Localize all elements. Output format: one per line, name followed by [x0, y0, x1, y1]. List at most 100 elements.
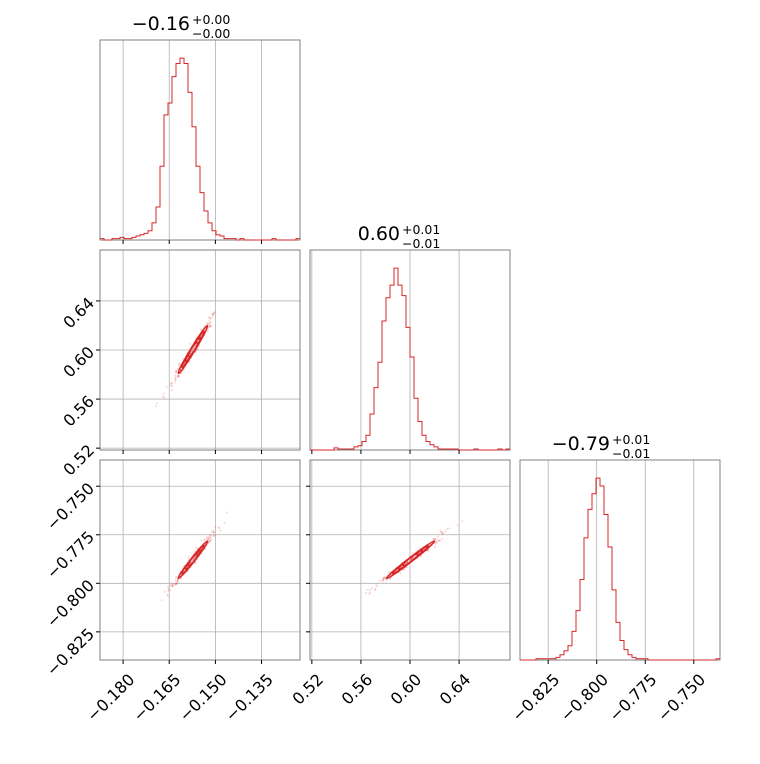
sample-point: [171, 584, 174, 587]
sample-point: [209, 325, 212, 328]
sample-point: [440, 530, 443, 533]
sample-point: [387, 571, 390, 574]
sample-point: [212, 531, 215, 534]
x-tick-label: −0.150: [175, 670, 230, 725]
sample-point: [194, 556, 197, 559]
sample-point: [427, 548, 430, 551]
sample-point: [208, 540, 211, 543]
sample-point: [374, 587, 377, 590]
sample-point: [419, 555, 422, 558]
sample-point: [165, 386, 168, 389]
sample-point: [189, 561, 192, 564]
sample-point: [175, 582, 178, 585]
sample-point: [406, 560, 409, 563]
sample-point: [195, 546, 198, 549]
sample-point: [209, 539, 212, 542]
sample-point: [189, 561, 192, 564]
sample-point: [212, 529, 215, 532]
x-tick-label: −0.800: [557, 670, 612, 725]
sample-point: [442, 532, 445, 535]
sample-point: [212, 531, 215, 534]
sample-point: [192, 551, 195, 554]
sample-point: [212, 534, 215, 537]
sample-point: [213, 310, 216, 313]
sample-point: [203, 325, 206, 328]
sample-point: [176, 580, 179, 583]
sample-point: [371, 587, 374, 590]
sample-point: [194, 556, 197, 559]
sample-point: [194, 550, 197, 553]
sample-point: [217, 526, 220, 529]
sample-point: [187, 556, 190, 559]
sample-point: [188, 562, 191, 565]
sample-point: [176, 579, 179, 582]
sample-point: [212, 531, 215, 534]
sample-point: [155, 405, 158, 408]
sample-point: [169, 589, 172, 592]
sample-point: [191, 348, 194, 351]
sample-point: [208, 320, 211, 323]
sample-point: [213, 312, 216, 315]
param-title-plus: +0.00: [192, 12, 230, 27]
sample-point: [208, 322, 211, 325]
y-tick-label: −0.775: [43, 527, 98, 582]
param-title-minus: −0.01: [612, 446, 650, 461]
sample-point: [369, 591, 372, 594]
sample-point: [209, 539, 212, 542]
contour-line: [187, 341, 199, 358]
sample-point: [444, 530, 447, 533]
sample-point: [155, 402, 158, 405]
sample-point: [176, 374, 179, 377]
sample-point: [189, 561, 192, 564]
sample-point: [170, 382, 173, 385]
sample-point: [382, 577, 385, 580]
sample-point: [212, 534, 215, 537]
sample-point: [434, 538, 437, 541]
sample-point: [206, 322, 209, 325]
sample-point: [434, 538, 437, 541]
sample-point: [170, 582, 173, 585]
sample-point: [177, 374, 180, 377]
y-tick-label: −0.800: [43, 576, 98, 631]
sample-point: [406, 561, 409, 564]
sample-point: [456, 524, 459, 527]
sample-point: [177, 367, 180, 370]
contour-line: [187, 553, 199, 567]
sample-point: [178, 363, 181, 366]
x-tick-label: −0.750: [654, 670, 709, 725]
sample-point: [214, 525, 217, 528]
sample-point: [170, 389, 173, 392]
sample-point: [205, 535, 208, 538]
sample-point: [432, 537, 435, 540]
sample-point: [209, 324, 212, 327]
x-tick-label: −0.180: [83, 670, 138, 725]
sample-point: [174, 579, 177, 582]
sample-point: [176, 582, 179, 585]
sample-point: [192, 347, 195, 350]
sample-point: [194, 351, 197, 354]
x-tick-label: 0.64: [436, 670, 475, 709]
sample-point: [406, 561, 409, 564]
sample-point: [193, 556, 196, 559]
sample-point: [410, 558, 413, 561]
sample-point: [209, 324, 212, 327]
sample-point: [211, 312, 214, 315]
sample-point: [211, 313, 214, 316]
sample-point: [437, 539, 440, 542]
sample-point: [171, 585, 174, 588]
sample-point: [411, 557, 414, 560]
sample-point: [200, 328, 203, 331]
sample-point: [405, 562, 408, 565]
sample-point: [381, 579, 384, 582]
sample-point: [191, 558, 194, 561]
sample-point: [175, 583, 178, 586]
sample-point: [382, 578, 385, 581]
sample-point: [177, 375, 180, 378]
sample-point: [163, 396, 166, 399]
sample-point: [411, 552, 414, 555]
sample-point: [385, 579, 388, 582]
sample-point: [175, 371, 178, 374]
sample-point: [169, 383, 172, 386]
